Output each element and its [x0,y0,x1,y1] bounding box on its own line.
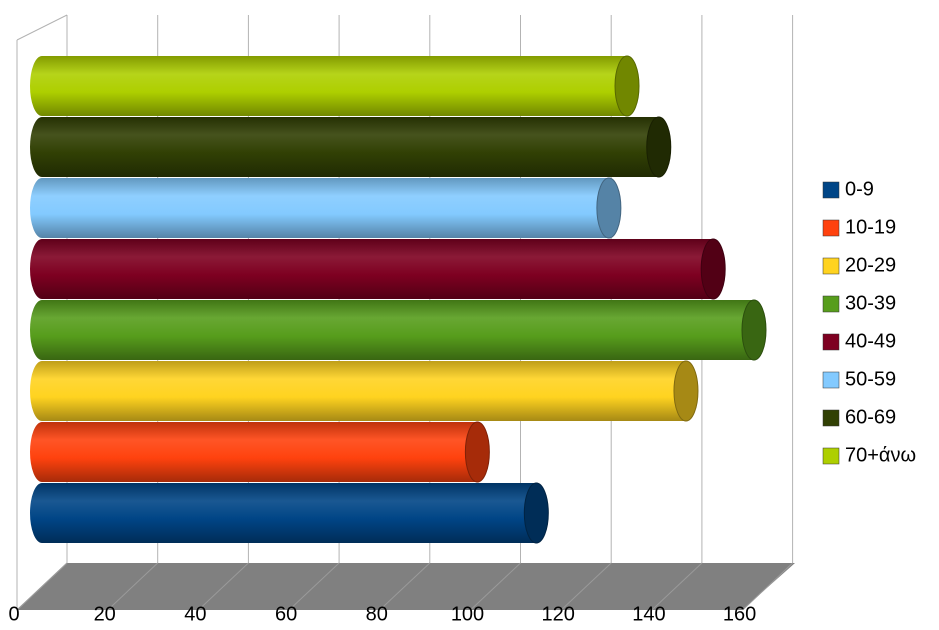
legend-swatch [822,295,840,313]
bar-body [42,56,628,116]
bar-body [42,117,659,177]
bar-body [42,361,686,421]
bar [30,360,699,422]
floor-grid-line [742,562,793,611]
legend-label: 20-29 [845,254,896,276]
legend-label: 60-69 [845,406,896,428]
floor-grid-line [288,562,340,611]
floor-grid-line [470,562,521,611]
bar-body [42,483,537,543]
floor-grid-line [560,562,612,611]
legend-swatch [822,409,840,427]
floor-grid-line [379,562,431,611]
bar [30,238,726,300]
legend-swatch [822,181,840,199]
floor-grid-line [198,562,249,611]
x-tick-label: 60 [275,603,297,625]
bar-body [42,422,478,482]
legend-label: 40-49 [845,330,896,352]
legend-label: 0-9 [845,178,874,200]
x-tick-label: 20 [94,603,116,625]
bar-end-cap [523,482,549,544]
legend-swatch [822,219,840,237]
x-tick-label: 100 [451,603,484,625]
floor-grid-line [651,562,703,611]
legend-swatch [822,447,840,465]
bar-end-cap [646,116,672,178]
legend-label: 70+άνω [845,444,916,466]
legend-swatch [822,333,840,351]
floor-grid-line [16,562,68,611]
bar-body [42,300,754,360]
legend-label: 10-19 [845,216,896,238]
legend-label: 50-59 [845,368,896,390]
bar-end-cap [596,177,622,239]
bar [30,299,767,361]
floor [17,563,795,610]
bar-body [42,239,714,299]
x-tick-label: 160 [723,603,756,625]
bar-end-cap [614,55,640,117]
x-tick-label: 120 [542,603,575,625]
bar [30,482,549,544]
bar-body [42,178,609,238]
x-tick-label: 40 [184,603,206,625]
bar-end-cap [673,360,699,422]
x-tick-label: 0 [8,603,19,625]
floor-grid-line [107,562,159,611]
x-tick-label: 80 [366,603,388,625]
bar-end-cap [741,299,767,361]
bar [30,55,640,117]
bar-end-cap [464,421,490,483]
bar [30,177,622,239]
legend-swatch [822,371,840,389]
x-tick-label: 140 [632,603,665,625]
bar [30,421,490,483]
bar [30,116,672,178]
legend-label: 30-39 [845,292,896,314]
legend-swatch [822,257,840,275]
left-wall-top [16,14,68,41]
bar-end-cap [700,238,726,300]
